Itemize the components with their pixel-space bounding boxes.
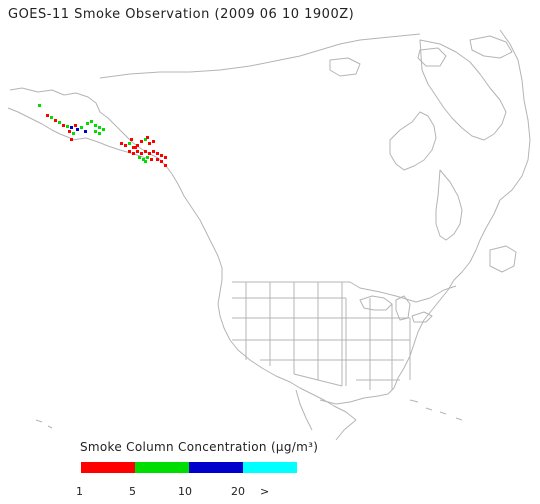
legend-tick-greater: > — [260, 485, 270, 498]
legend-tick-10: 10 — [178, 485, 192, 498]
legend-title: Smoke Column Concentration (µg/m³) — [80, 440, 319, 454]
us-canada-border — [232, 281, 457, 303]
hawaii — [35, 419, 53, 429]
state-lines — [232, 282, 411, 390]
legend-segment-low — [81, 462, 135, 473]
legend-color-bar — [81, 462, 297, 473]
east-coastline — [387, 199, 501, 395]
labrador-coast — [435, 169, 463, 241]
smoke-plume-west — [38, 104, 105, 141]
arctic-island-1 — [329, 57, 361, 77]
aleutian-coast — [7, 107, 71, 139]
arctic-island-2 — [417, 47, 447, 67]
map-title: GOES-11 Smoke Observation (2009 06 10 19… — [8, 7, 355, 22]
baffin-island — [419, 39, 507, 141]
mexico-coast — [295, 389, 357, 441]
legend-tick-1: 1 — [76, 485, 83, 498]
arctic-coastline — [99, 33, 421, 79]
hudson-bay — [389, 111, 437, 171]
legend-segment-high — [189, 462, 243, 473]
legend-tick-20: 20 — [231, 485, 245, 498]
legend-segment-medium — [135, 462, 189, 473]
gulf-coast — [319, 393, 389, 405]
greenland-west — [499, 29, 531, 201]
newfoundland — [489, 245, 517, 273]
caribbean-islands — [409, 399, 463, 421]
legend-segment-very-high — [243, 462, 297, 473]
legend-tick-5: 5 — [129, 485, 136, 498]
alaska-coastline — [9, 87, 357, 421]
arctic-island-3 — [469, 35, 513, 59]
smoke-plume-east — [120, 136, 167, 167]
